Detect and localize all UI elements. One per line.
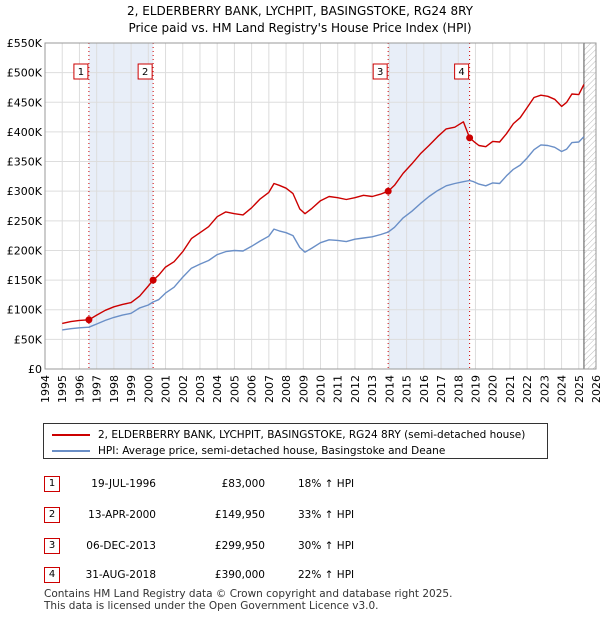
y-tick-label: £400K xyxy=(7,126,43,139)
x-tick-label: 2000 xyxy=(142,375,155,403)
y-tick-label: £200K xyxy=(7,244,43,257)
sale-point xyxy=(466,134,474,142)
x-tick-label: 1996 xyxy=(73,375,86,403)
legend-label-price: 2, ELDERBERRY BANK, LYCHPIT, BASINGSTOKE… xyxy=(98,429,526,441)
x-tick-label: 2007 xyxy=(263,375,276,403)
y-tick-label: £50K xyxy=(14,333,43,346)
transaction-row: 4 31-AUG-2018 £390,000 22% ↑ HPI xyxy=(0,566,600,586)
legend-swatch-hpi xyxy=(52,450,90,452)
x-tick-label: 2021 xyxy=(504,375,517,403)
sale-number-label: 2 xyxy=(142,67,148,78)
x-tick-label: 2004 xyxy=(211,375,224,403)
sale-point xyxy=(384,187,392,195)
y-tick-label: £100K xyxy=(7,304,43,317)
x-tick-label: 2009 xyxy=(297,375,310,403)
x-tick-label: 2019 xyxy=(469,375,482,403)
y-tick-label: £250K xyxy=(7,215,43,228)
transaction-price: £149,950 xyxy=(214,509,265,521)
transaction-date: 13-APR-2000 xyxy=(88,509,156,521)
x-tick-label: 2008 xyxy=(280,375,293,403)
sale-number-label: 1 xyxy=(78,67,84,78)
x-tick-label: 2013 xyxy=(366,375,379,403)
x-tick-label: 2010 xyxy=(315,375,328,403)
y-tick-label: £150K xyxy=(7,274,43,287)
hpi-line xyxy=(62,136,585,331)
sale-number-box xyxy=(454,63,470,80)
y-tick-label: £500K xyxy=(7,67,43,80)
y-tick-label: £450K xyxy=(7,96,43,109)
transaction-number-badge: 2 xyxy=(44,507,60,523)
transaction-price: £83,000 xyxy=(221,478,265,490)
legend: 2, ELDERBERRY BANK, LYCHPIT, BASINGSTOKE… xyxy=(43,423,548,459)
sale-number-box xyxy=(137,63,153,80)
sale-point xyxy=(85,316,93,324)
footer-copyright: Contains HM Land Registry data © Crown c… xyxy=(44,588,453,600)
x-tick-label: 2015 xyxy=(401,375,414,403)
transaction-hpi-change: 33% ↑ HPI xyxy=(298,509,355,521)
transaction-number-badge: 3 xyxy=(44,538,60,554)
transaction-price: £390,000 xyxy=(214,569,265,581)
x-tick-label: 1998 xyxy=(108,375,121,403)
sale-number-label: 4 xyxy=(458,67,464,78)
x-tick-label: 2026 xyxy=(590,375,600,403)
transaction-row: 3 06-DEC-2013 £299,950 30% ↑ HPI xyxy=(0,537,600,557)
legend-swatch-price xyxy=(52,434,90,436)
x-tick-label: 1995 xyxy=(56,375,69,403)
shaded-ownership-period xyxy=(388,43,470,369)
x-tick-label: 2011 xyxy=(332,375,345,403)
hatched-future-region xyxy=(583,43,596,369)
transaction-row: 1 19-JUL-1996 £83,000 18% ↑ HPI xyxy=(0,475,600,495)
x-tick-label: 1997 xyxy=(91,375,104,403)
x-tick-label: 2025 xyxy=(573,375,586,403)
transaction-hpi-change: 30% ↑ HPI xyxy=(298,540,355,552)
sale-number-box xyxy=(73,63,89,80)
x-tick-label: 2024 xyxy=(556,375,569,403)
shaded-ownership-period xyxy=(88,43,154,369)
x-tick-label: 2005 xyxy=(228,375,241,403)
x-tick-label: 2006 xyxy=(246,375,259,403)
transaction-date: 19-JUL-1996 xyxy=(91,478,156,490)
y-tick-label: £0 xyxy=(28,363,42,376)
y-tick-label: £550K xyxy=(7,37,43,50)
footer-attribution: Contains HM Land Registry data © Crown c… xyxy=(44,588,452,612)
x-tick-label: 2022 xyxy=(521,375,534,403)
transaction-hpi-change: 22% ↑ HPI xyxy=(298,569,355,581)
sale-number-label: 3 xyxy=(377,67,383,78)
x-tick-label: 2002 xyxy=(177,375,190,403)
x-tick-label: 2020 xyxy=(487,375,500,403)
transaction-hpi-change: 18% ↑ HPI xyxy=(298,478,355,490)
transaction-row: 2 13-APR-2000 £149,950 33% ↑ HPI xyxy=(0,506,600,526)
x-tick-label: 2014 xyxy=(383,375,396,403)
transaction-number-badge: 4 xyxy=(44,567,60,583)
x-tick-label: 1999 xyxy=(125,375,138,403)
x-tick-label: 2003 xyxy=(194,375,207,403)
transaction-date: 06-DEC-2013 xyxy=(86,540,156,552)
sale-number-box xyxy=(372,63,388,80)
x-tick-label: 1994 xyxy=(39,375,52,403)
price-paid-line xyxy=(62,84,585,325)
legend-item-price: 2, ELDERBERRY BANK, LYCHPIT, BASINGSTOKE… xyxy=(52,428,525,442)
x-tick-label: 2018 xyxy=(452,375,465,403)
legend-item-hpi: HPI: Average price, semi-detached house,… xyxy=(52,444,445,458)
transaction-date: 31-AUG-2018 xyxy=(85,569,156,581)
x-tick-label: 2016 xyxy=(418,375,431,403)
sale-point xyxy=(149,276,157,284)
y-tick-label: £300K xyxy=(7,185,43,198)
transaction-price: £299,950 xyxy=(214,540,265,552)
y-tick-label: £350K xyxy=(7,156,43,169)
chart-title: 2, ELDERBERRY BANK, LYCHPIT, BASINGSTOKE… xyxy=(127,4,473,18)
price-chart: £0 £50K £100K £150K £200K £250K £300K £350K £400… xyxy=(7,37,600,403)
transaction-number-badge: 1 xyxy=(44,476,60,492)
x-tick-label: 2023 xyxy=(538,375,551,403)
footer-licence: This data is licensed under the Open Gov… xyxy=(44,600,379,612)
x-tick-label: 2017 xyxy=(435,375,448,403)
legend-label-hpi: HPI: Average price, semi-detached house,… xyxy=(98,445,446,457)
x-tick-label: 2012 xyxy=(349,375,362,403)
chart-subtitle: Price paid vs. HM Land Registry's House … xyxy=(128,21,472,35)
x-tick-label: 2001 xyxy=(160,375,173,403)
plot-border xyxy=(44,42,597,370)
